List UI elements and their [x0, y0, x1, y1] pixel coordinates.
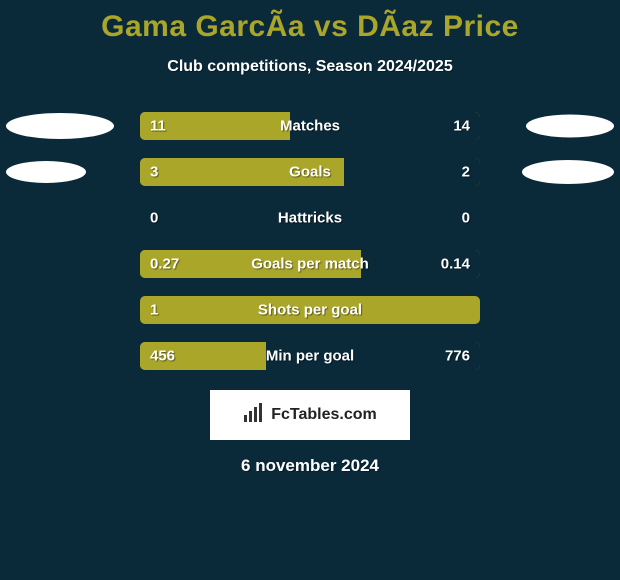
- stat-right-value: 2: [462, 164, 470, 181]
- stat-row: Matches1114: [0, 112, 620, 140]
- date-text: 6 november 2024: [0, 456, 620, 476]
- stat-right-value: 0.14: [441, 256, 470, 273]
- stat-row: Goals per match0.270.14: [0, 250, 620, 278]
- stat-row: Min per goal456776: [0, 342, 620, 370]
- stats-container: Matches1114Goals32Hattricks00Goals per m…: [0, 112, 620, 370]
- logo-box: FcTables.com: [210, 390, 410, 440]
- stat-bar-right-fill: [140, 204, 480, 232]
- stat-bar: Matches1114: [140, 112, 480, 140]
- stat-right-value: 0: [462, 210, 470, 227]
- logo-chart-icon: [243, 403, 265, 428]
- right-ellipse: [526, 115, 614, 138]
- stat-bar-left-fill: [140, 158, 344, 186]
- page-title: Gama GarcÃ­a vs DÃ­az Price: [0, 0, 620, 44]
- comparison-infographic: Gama GarcÃ­a vs DÃ­az Price Club competi…: [0, 0, 620, 580]
- stat-left-value: 0.27: [150, 256, 179, 273]
- stat-row: Shots per goal1: [0, 296, 620, 324]
- stat-left-value: 456: [150, 348, 175, 365]
- stat-bar-left-fill: [140, 296, 480, 324]
- stat-bar: Shots per goal1: [140, 296, 480, 324]
- left-ellipse: [6, 161, 86, 183]
- stat-left-value: 3: [150, 164, 158, 181]
- stat-bar-right-fill: [290, 112, 480, 140]
- stat-right-value: 14: [453, 118, 470, 135]
- right-ellipse: [522, 160, 614, 184]
- stat-left-value: 1: [150, 302, 158, 319]
- stat-bar: Goals per match0.270.14: [140, 250, 480, 278]
- stat-left-value: 0: [150, 210, 158, 227]
- stat-bar-right-fill: [344, 158, 480, 186]
- page-subtitle: Club competitions, Season 2024/2025: [0, 58, 620, 76]
- stat-bar: Goals32: [140, 158, 480, 186]
- logo-text: FcTables.com: [271, 406, 377, 424]
- stat-row: Goals32: [0, 158, 620, 186]
- stat-right-value: 776: [445, 348, 470, 365]
- stat-left-value: 11: [150, 118, 166, 135]
- left-ellipse: [6, 113, 114, 139]
- stat-row: Hattricks00: [0, 204, 620, 232]
- stat-bar: Min per goal456776: [140, 342, 480, 370]
- stat-bar: Hattricks00: [140, 204, 480, 232]
